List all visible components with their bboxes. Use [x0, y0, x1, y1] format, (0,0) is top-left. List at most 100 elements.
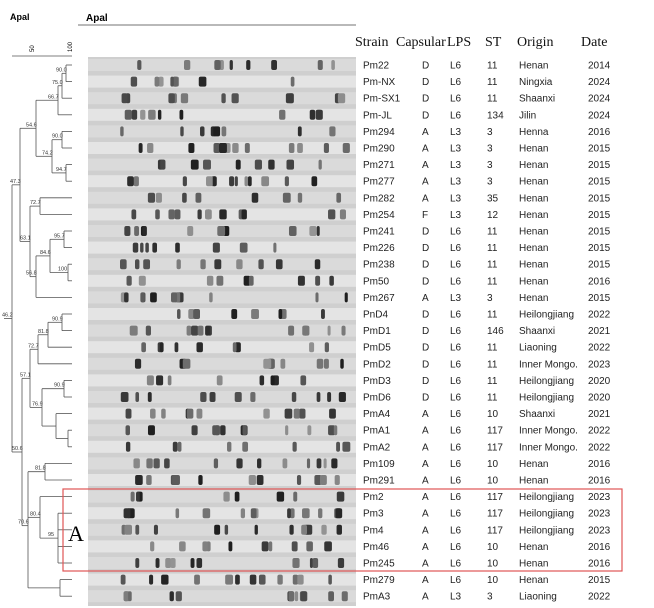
- cell: 2022: [588, 310, 611, 321]
- band: [268, 541, 273, 552]
- band: [231, 309, 238, 319]
- band: [182, 192, 187, 203]
- band: [213, 458, 219, 469]
- band: [224, 524, 229, 535]
- band: [328, 591, 334, 602]
- node-label: 46.2: [2, 312, 13, 318]
- cell: 2022: [588, 426, 611, 437]
- band: [123, 508, 131, 519]
- band: [341, 325, 346, 336]
- band: [309, 558, 314, 568]
- cell: 10: [487, 409, 499, 420]
- band: [212, 242, 220, 253]
- band: [328, 574, 332, 585]
- band: [321, 309, 325, 319]
- lane: [88, 440, 356, 453]
- cell: 2016: [588, 559, 611, 570]
- cell: Jilin: [519, 110, 536, 121]
- band: [219, 60, 224, 70]
- cell: 2023: [588, 492, 611, 503]
- cell: A: [422, 592, 429, 603]
- band: [268, 159, 275, 170]
- band: [248, 275, 254, 286]
- cell: Henna: [519, 127, 549, 138]
- band: [284, 176, 289, 187]
- band: [176, 259, 181, 270]
- cell: Pm-NX: [363, 77, 396, 88]
- band: [335, 508, 343, 519]
- band: [229, 60, 233, 70]
- node-label: 56.8: [26, 271, 37, 277]
- band: [292, 558, 300, 568]
- band: [302, 325, 310, 336]
- band: [324, 342, 329, 353]
- cell: L6: [450, 575, 462, 586]
- band: [187, 226, 194, 236]
- band: [309, 342, 315, 353]
- gel-lanes: [88, 59, 356, 603]
- cell: F: [422, 210, 428, 221]
- cell: L6: [450, 442, 462, 453]
- cell: A: [422, 525, 429, 536]
- band: [297, 126, 302, 137]
- band: [342, 441, 351, 452]
- cell: A: [422, 177, 429, 188]
- band: [316, 358, 324, 369]
- cell: A: [422, 542, 429, 553]
- band: [251, 309, 259, 319]
- node-label: 90.9: [54, 383, 65, 389]
- band: [124, 524, 132, 535]
- band: [194, 574, 200, 585]
- band: [341, 591, 348, 602]
- band: [290, 76, 295, 87]
- cell: Henan: [519, 210, 548, 221]
- band: [150, 292, 157, 303]
- cell: 11: [487, 243, 498, 254]
- band: [157, 109, 162, 120]
- cell: 2015: [588, 293, 611, 304]
- band: [336, 524, 342, 535]
- band: [263, 358, 272, 369]
- cell: 117: [487, 426, 503, 437]
- band: [213, 126, 221, 137]
- band: [293, 408, 301, 419]
- band: [318, 508, 323, 519]
- band: [146, 475, 152, 485]
- cell: D: [422, 276, 429, 287]
- cell: Pm254: [363, 210, 395, 221]
- band: [209, 392, 216, 402]
- cell: D: [422, 343, 429, 354]
- band: [146, 375, 154, 386]
- cell: 2015: [588, 193, 611, 204]
- node-label: 57.1: [20, 372, 31, 378]
- band: [285, 425, 289, 436]
- band: [244, 143, 250, 153]
- band: [155, 192, 162, 203]
- cell: Inner Mongo.: [519, 442, 578, 453]
- cell: 10: [487, 542, 499, 553]
- band: [175, 591, 182, 602]
- band: [271, 60, 277, 70]
- cell: Pm282: [363, 193, 395, 204]
- band: [186, 325, 192, 336]
- band: [195, 192, 202, 203]
- lane: [88, 474, 356, 486]
- band: [234, 176, 238, 187]
- cell: A: [422, 509, 429, 520]
- cell: 35: [487, 193, 499, 204]
- band: [242, 425, 247, 436]
- node-label: 80.4: [30, 511, 41, 517]
- band: [329, 126, 336, 137]
- cell: A: [422, 426, 429, 437]
- band: [172, 441, 178, 452]
- band: [287, 508, 291, 519]
- lane: [88, 324, 356, 337]
- band: [223, 491, 230, 502]
- cell: PmD1: [363, 326, 391, 337]
- cell: 11: [487, 310, 498, 321]
- band: [328, 209, 336, 220]
- band: [202, 508, 211, 519]
- cell: 2022: [588, 592, 611, 603]
- band: [124, 292, 129, 303]
- band: [196, 408, 203, 419]
